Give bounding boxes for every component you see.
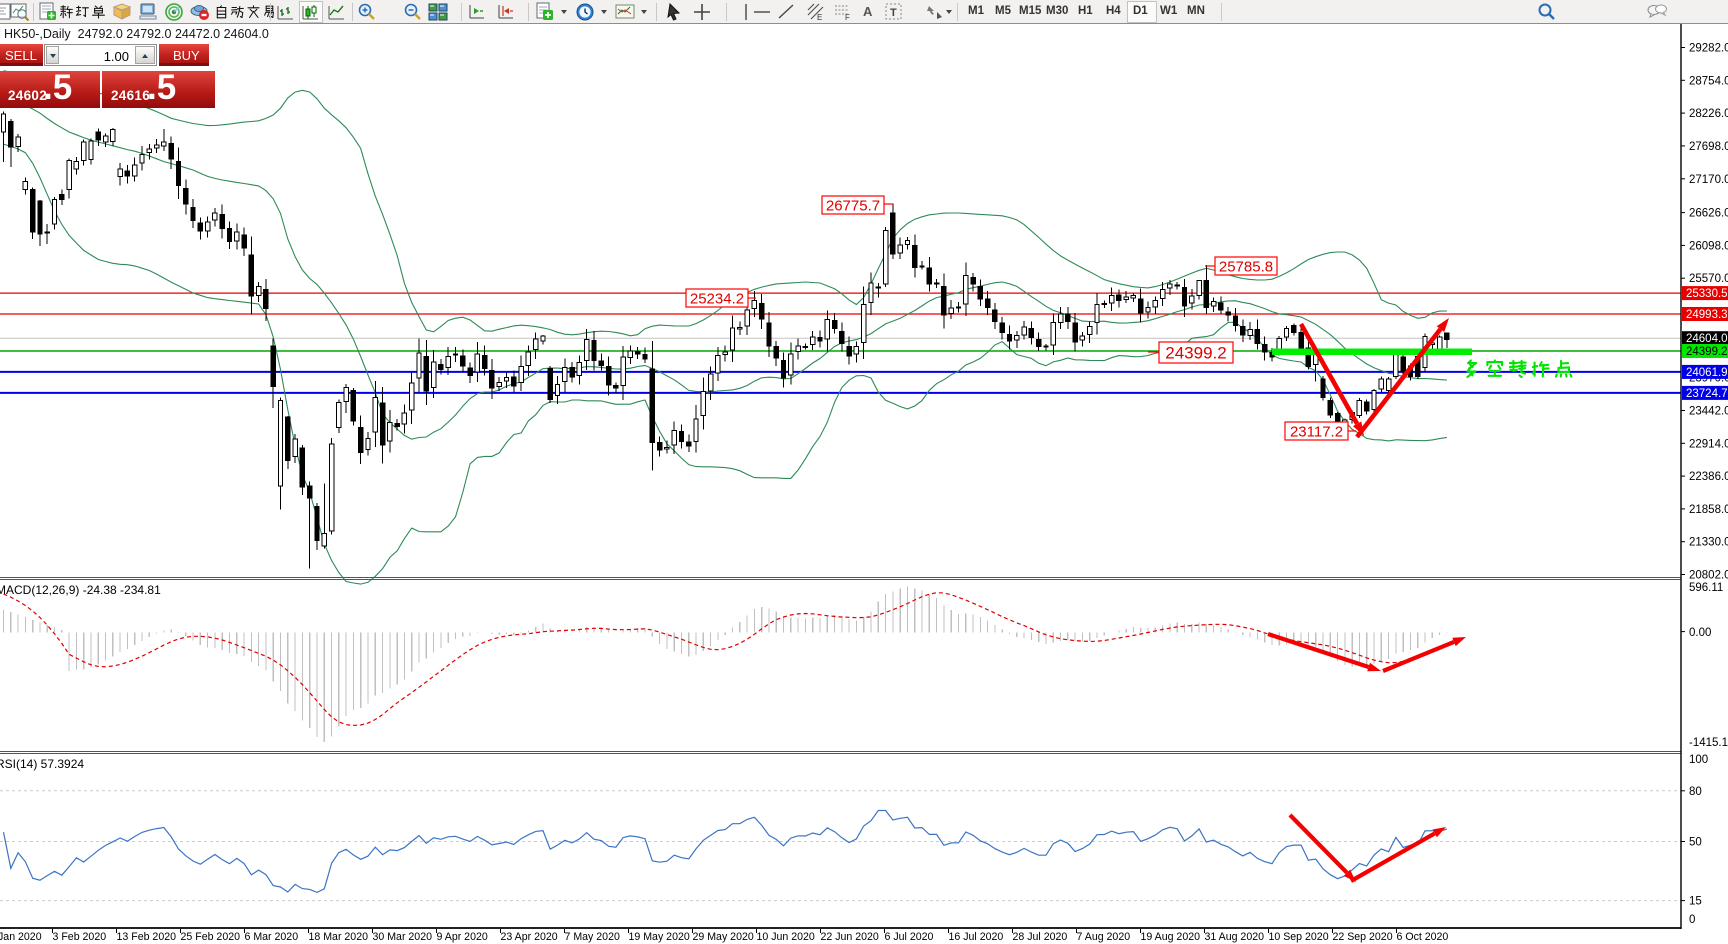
- svg-text:7 Aug 2020: 7 Aug 2020: [1077, 931, 1131, 943]
- svg-text:31 Aug 2020: 31 Aug 2020: [1205, 931, 1265, 943]
- svg-text:6 Jul 2020: 6 Jul 2020: [885, 931, 934, 943]
- svg-text:18 Mar 2020: 18 Mar 2020: [309, 931, 369, 943]
- svg-text:23 Apr 2020: 23 Apr 2020: [501, 931, 558, 943]
- svg-text:21330.0: 21330.0: [1689, 537, 1728, 549]
- svg-text:27698.0: 27698.0: [1689, 141, 1728, 153]
- svg-text:80: 80: [1689, 786, 1702, 798]
- svg-text:6 Oct 2020: 6 Oct 2020: [1397, 931, 1449, 943]
- svg-text:23724.7: 23724.7: [1686, 388, 1728, 400]
- svg-text:24399.2: 24399.2: [1165, 344, 1226, 363]
- svg-text:RSI(14) 57.3924: RSI(14) 57.3924: [0, 757, 84, 771]
- svg-text:50: 50: [1689, 837, 1702, 849]
- svg-text:23442.0: 23442.0: [1689, 406, 1728, 418]
- svg-text:28754.0: 28754.0: [1689, 75, 1728, 87]
- svg-text:10 Jun 2020: 10 Jun 2020: [757, 931, 815, 943]
- svg-text:22914.0: 22914.0: [1689, 438, 1728, 450]
- svg-text:9 Apr 2020: 9 Apr 2020: [437, 931, 488, 943]
- svg-text:27170.0: 27170.0: [1689, 174, 1728, 186]
- svg-text:26775.7: 26775.7: [826, 197, 880, 214]
- svg-text:29282.0: 29282.0: [1689, 43, 1728, 55]
- svg-text:19 Aug 2020: 19 Aug 2020: [1141, 931, 1201, 943]
- svg-text:26098.0: 26098.0: [1689, 240, 1728, 252]
- svg-text:24061.9: 24061.9: [1686, 367, 1728, 379]
- svg-text:20802.0: 20802.0: [1689, 570, 1728, 582]
- svg-text:28226.0: 28226.0: [1689, 108, 1728, 120]
- svg-text:0.00: 0.00: [1689, 627, 1711, 639]
- svg-text:10 Sep 2020: 10 Sep 2020: [1269, 931, 1329, 943]
- svg-text:25330.5: 25330.5: [1686, 288, 1728, 300]
- svg-text:24604.0: 24604.0: [1686, 333, 1728, 345]
- svg-text:29 May 2020: 29 May 2020: [693, 931, 754, 943]
- svg-text:13 Feb 2020: 13 Feb 2020: [117, 931, 177, 943]
- svg-text:24399.2: 24399.2: [1686, 346, 1728, 358]
- svg-text:15: 15: [1689, 896, 1702, 908]
- svg-text:21858.0: 21858.0: [1689, 504, 1728, 516]
- svg-text:6 Mar 2020: 6 Mar 2020: [245, 931, 299, 943]
- svg-text:30 Mar 2020: 30 Mar 2020: [373, 931, 433, 943]
- svg-text:25785.8: 25785.8: [1219, 258, 1273, 275]
- svg-text:22 Jun 2020: 22 Jun 2020: [821, 931, 879, 943]
- svg-text:7 May 2020: 7 May 2020: [565, 931, 620, 943]
- svg-text:3 Feb 2020: 3 Feb 2020: [53, 931, 107, 943]
- svg-text:25570.0: 25570.0: [1689, 273, 1728, 285]
- svg-text:0: 0: [1689, 914, 1695, 926]
- svg-text:16 Jul 2020: 16 Jul 2020: [949, 931, 1004, 943]
- svg-text:19 May 2020: 19 May 2020: [629, 931, 690, 943]
- svg-text:F: F: [845, 13, 850, 22]
- svg-text:596.11: 596.11: [1689, 582, 1723, 594]
- svg-text:100: 100: [1689, 754, 1708, 766]
- svg-text:28 Jul 2020: 28 Jul 2020: [1013, 931, 1068, 943]
- svg-text:23117.2: 23117.2: [1290, 423, 1343, 440]
- svg-text:-1415.19: -1415.19: [1689, 737, 1728, 749]
- svg-text:T: T: [890, 7, 897, 19]
- svg-text:22 Sep 2020: 22 Sep 2020: [1333, 931, 1393, 943]
- svg-text:Jan 2020: Jan 2020: [0, 931, 42, 943]
- svg-text:25234.2: 25234.2: [690, 290, 744, 307]
- svg-text:E: E: [817, 13, 822, 22]
- svg-text:22386.0: 22386.0: [1689, 471, 1728, 483]
- svg-text:25 Feb 2020: 25 Feb 2020: [181, 931, 241, 943]
- svg-text:24993.3: 24993.3: [1686, 309, 1728, 321]
- svg-text:MACD(12,26,9) -24.38 -234.81: MACD(12,26,9) -24.38 -234.81: [0, 583, 161, 597]
- svg-text:26626.0: 26626.0: [1689, 208, 1728, 220]
